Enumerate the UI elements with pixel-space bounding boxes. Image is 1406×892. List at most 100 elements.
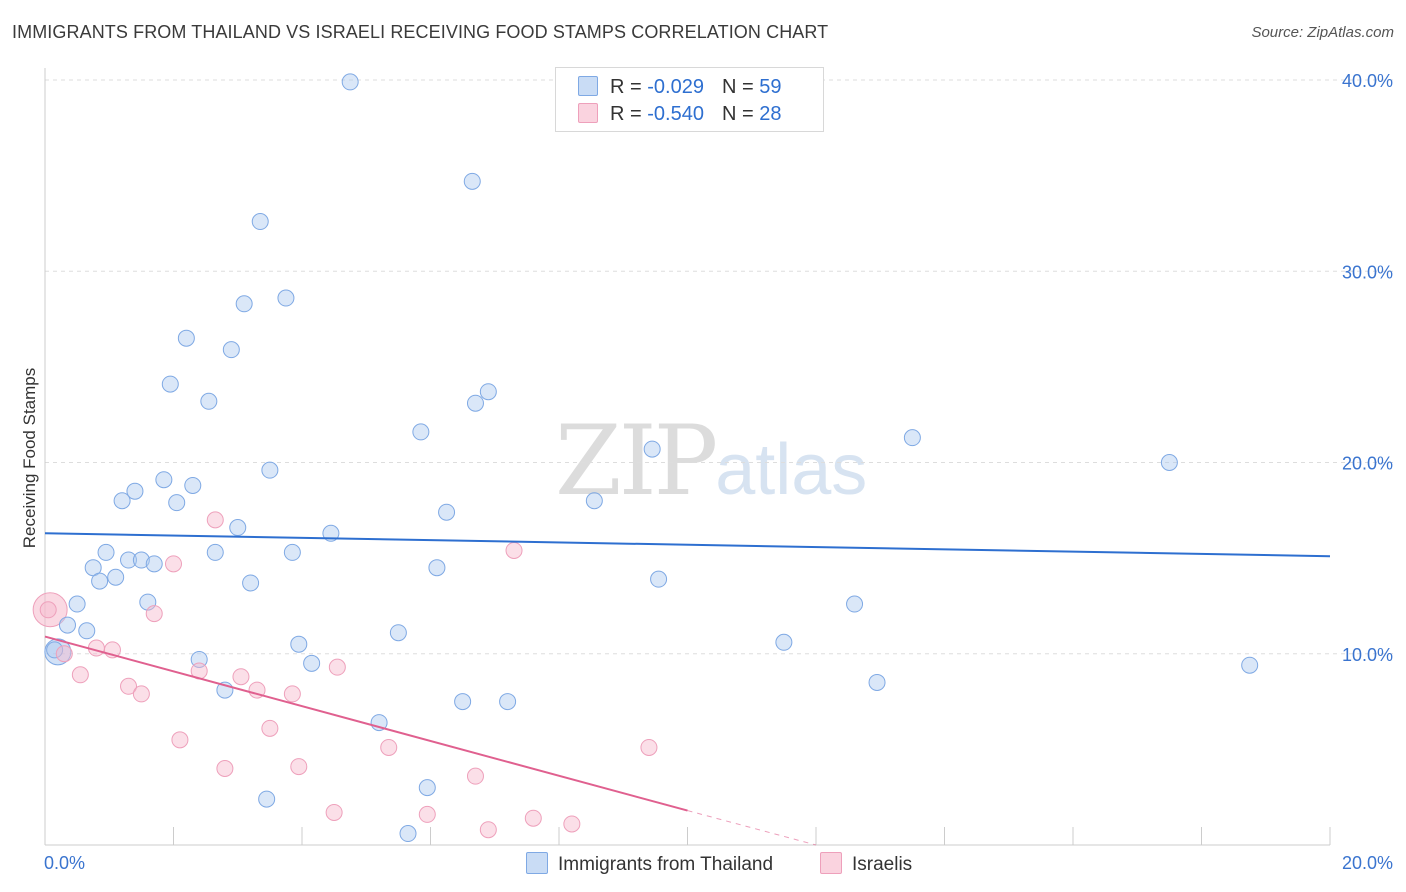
legend-r-value: -0.029 — [647, 76, 704, 98]
legend-n-value: 59 — [759, 76, 782, 98]
thailand-point — [155, 471, 173, 489]
legend-n-value: 28 — [759, 103, 782, 125]
bottom-legend-label-israelis: Israelis — [852, 854, 913, 875]
israeli-point — [39, 601, 57, 619]
thailand-point — [650, 570, 668, 588]
thailand-point — [132, 551, 150, 569]
israeli-trendline — [44, 635, 688, 812]
israeli-point — [380, 738, 398, 756]
legend-row-israelis: R = -0.540 N = 28 — [578, 103, 781, 125]
israeli-point — [206, 511, 224, 529]
israeli-point — [283, 685, 301, 703]
thailand-point — [206, 543, 224, 561]
thailand-point — [120, 551, 138, 569]
israeli-point — [505, 541, 523, 559]
israeli-point — [55, 645, 73, 663]
israeli-point — [171, 731, 189, 749]
thailand-point — [479, 383, 497, 401]
israeli-point — [479, 821, 497, 839]
legend-n-label: N = — [721, 103, 760, 125]
legend-r-label: R = — [610, 76, 648, 98]
israeli-point — [145, 605, 163, 623]
thailand-point — [126, 482, 144, 500]
legend-n-label: N = — [721, 76, 760, 98]
thailand-point — [258, 790, 276, 808]
thailand-point — [438, 503, 456, 521]
israeli-trendline-extension — [687, 810, 817, 846]
thailand-point — [235, 295, 253, 313]
thailand-point — [107, 568, 125, 586]
thailand-point — [775, 633, 793, 651]
thailand-point — [168, 494, 186, 512]
thailand-point — [399, 825, 417, 843]
legend-swatch-israelis — [578, 103, 598, 123]
thailand-point — [903, 429, 921, 447]
watermark-atlas: atlas — [715, 430, 868, 510]
thailand-point — [46, 641, 64, 659]
israeli-point — [120, 677, 138, 695]
y-tick-label: 30.0% — [1342, 262, 1393, 282]
israeli-point — [640, 738, 658, 756]
legend-row-thailand: R = -0.029 N = 59 — [578, 76, 781, 98]
israeli-point — [325, 803, 343, 821]
chart-source: Source: ZipAtlas.com — [1251, 24, 1394, 41]
bottom-legend-thailand: Immigrants from Thailand — [526, 852, 773, 876]
watermark-zip: ZIP — [555, 405, 718, 517]
israeli-point — [290, 758, 308, 776]
thailand-point — [229, 519, 247, 537]
israeli-cluster-point — [32, 592, 68, 628]
thailand-point — [222, 341, 240, 359]
thailand-point — [113, 492, 131, 510]
thailand-point — [868, 673, 886, 691]
bottom-legend-label-thailand: Immigrants from Thailand — [558, 854, 774, 875]
watermark: ZIPatlas — [555, 405, 867, 517]
thailand-point — [418, 779, 436, 797]
thailand-point — [499, 693, 517, 711]
thailand-point — [643, 440, 661, 458]
israeli-point — [232, 668, 250, 686]
thailand-point — [184, 476, 202, 494]
thailand-point — [283, 543, 301, 561]
y-tick-label: 10.0% — [1342, 645, 1393, 665]
thailand-point — [68, 595, 86, 613]
thailand-point — [463, 172, 481, 190]
thailand-point — [428, 559, 446, 577]
y-tick-label: 20.0% — [1342, 454, 1393, 474]
x-tick-label: 0.0% — [44, 853, 85, 873]
y-tick-label: 40.0% — [1342, 71, 1393, 91]
israeli-point — [132, 685, 150, 703]
thailand-point — [261, 461, 279, 479]
israeli-point — [71, 666, 89, 684]
thailand-point — [322, 524, 340, 542]
israeli-point — [216, 760, 234, 777]
thailand-point — [389, 624, 407, 642]
thailand-point — [290, 635, 308, 653]
thailand-point — [78, 622, 96, 640]
thailand-point — [97, 543, 115, 561]
israeli-point — [261, 719, 279, 737]
israeli-point — [165, 555, 182, 573]
thailand-point — [1241, 656, 1259, 674]
legend-r-label: R = — [610, 103, 648, 125]
israeli-point — [466, 767, 484, 785]
israeli-point — [563, 815, 581, 833]
thailand-point — [251, 213, 269, 231]
bottom-legend-israelis: Israelis — [820, 852, 912, 876]
bottom-legend-swatch-thailand — [526, 852, 548, 874]
thailand-point — [58, 616, 76, 634]
thailand-point — [466, 394, 484, 412]
israeli-point — [418, 805, 436, 823]
israeli-point — [524, 809, 542, 827]
correlation-legend: R = -0.029 N = 59 R = -0.540 N = 28 — [555, 67, 824, 132]
thailand-point — [585, 492, 603, 510]
bottom-legend-swatch-israelis — [820, 852, 842, 874]
thailand-point — [91, 572, 109, 590]
israeli-point — [328, 658, 346, 676]
thailand-trendline — [44, 532, 1331, 558]
thailand-point — [1160, 454, 1178, 471]
thailand-point — [145, 555, 163, 573]
thailand-point — [341, 73, 359, 91]
thailand-point — [161, 375, 179, 393]
chart-title: IMMIGRANTS FROM THAILAND VS ISRAELI RECE… — [12, 22, 829, 42]
